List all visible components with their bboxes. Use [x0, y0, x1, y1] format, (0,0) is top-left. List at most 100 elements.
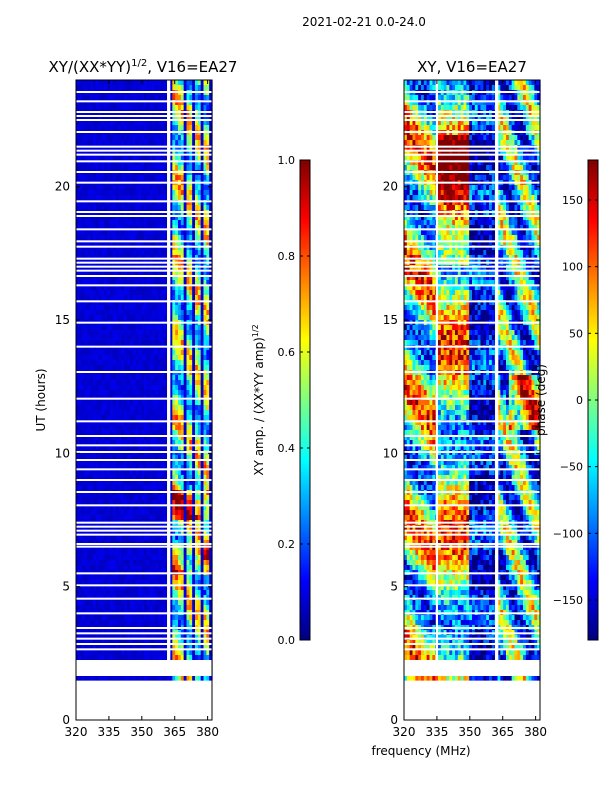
heatmap-cell: [112, 310, 117, 316]
heatmap-cell: [144, 530, 148, 536]
heatmap-cell: [197, 155, 202, 161]
heatmap-cell: [161, 325, 165, 331]
heatmap-cell: [200, 455, 205, 461]
heatmap-cell: [155, 225, 159, 231]
heatmap-cell: [90, 175, 94, 181]
heatmap-cell: [121, 195, 125, 201]
heatmap-cell: [112, 280, 117, 286]
heatmap-cell: [195, 215, 199, 221]
heatmap-cell: [200, 200, 205, 206]
heatmap-cell: [144, 295, 148, 301]
heatmap-cell: [144, 190, 148, 196]
heatmap-cell: [203, 95, 207, 101]
heatmap-cell: [115, 250, 120, 256]
heatmap-cell: [135, 95, 139, 101]
heatmap-cell: [104, 230, 108, 236]
heatmap-cell: [180, 280, 185, 286]
heatmap-cell: [78, 150, 83, 156]
heatmap-cell: [163, 315, 168, 321]
heatmap-cell: [90, 515, 94, 521]
heatmap-cell: [84, 300, 88, 306]
heatmap-cell: [84, 165, 88, 171]
heatmap-cell: [121, 330, 125, 336]
heatmap-cell: [195, 140, 199, 146]
heatmap-cell: [152, 355, 156, 361]
heatmap-cell: [112, 455, 117, 461]
heatmap-cell: [76, 400, 80, 406]
heatmap-cell: [141, 300, 145, 306]
heatmap-cell: [158, 430, 162, 436]
heatmap-cell: [121, 435, 125, 441]
heatmap-cell: [135, 475, 139, 481]
heatmap-cell: [146, 240, 151, 246]
heatmap-cell: [129, 200, 134, 206]
heatmap-cell: [135, 165, 139, 171]
heatmap-cell: [81, 280, 86, 286]
heatmap-cell: [146, 495, 151, 501]
heatmap-cell: [175, 350, 179, 356]
heatmap-cell: [175, 125, 179, 131]
heatmap-cell: [169, 280, 173, 286]
heatmap-cell: [112, 200, 117, 206]
heatmap-cell: [95, 420, 100, 426]
heatmap-cell: [163, 160, 168, 166]
heatmap-cell: [172, 80, 176, 86]
heatmap-cell: [101, 100, 105, 106]
heatmap-cell: [197, 585, 202, 591]
heatmap-cell: [200, 175, 205, 181]
heatmap-cell: [152, 80, 156, 86]
heatmap-cell: [138, 435, 142, 441]
heatmap-cell: [200, 325, 205, 331]
heatmap-cell: [144, 270, 148, 276]
heatmap-cell: [152, 160, 156, 166]
heatmap-cell: [146, 230, 151, 236]
heatmap-cell: [81, 85, 86, 91]
heatmap-cell: [189, 475, 193, 481]
heatmap-cell: [104, 80, 108, 86]
heatmap-cell: [78, 380, 83, 386]
heatmap-cell: [98, 220, 103, 226]
heatmap-cell: [121, 580, 125, 586]
heatmap-cell: [158, 340, 162, 346]
heatmap-cell: [127, 355, 131, 361]
heatmap-cell: [192, 415, 196, 421]
heatmap-cell: [161, 435, 165, 441]
heatmap-cell: [118, 585, 122, 591]
heatmap-cell: [90, 415, 94, 421]
heatmap-cell: [192, 160, 196, 166]
heatmap-cell: [206, 435, 210, 441]
heatmap-cell: [155, 420, 159, 426]
heatmap-cell: [76, 360, 80, 366]
heatmap-cell: [141, 345, 145, 351]
heatmap-cell: [127, 480, 131, 486]
heatmap-cell: [101, 215, 105, 221]
heatmap-cell: [110, 105, 114, 111]
heatmap-cell: [112, 410, 117, 416]
heatmap-cell: [158, 590, 162, 596]
heatmap-cell: [141, 80, 145, 86]
heatmap-cell: [169, 185, 173, 191]
heatmap-cell: [203, 560, 207, 566]
heatmap-cell: [192, 350, 196, 356]
heatmap-cell: [129, 350, 134, 356]
heatmap-cell: [197, 275, 202, 281]
heatmap-cell: [121, 465, 125, 471]
heatmap-cell: [200, 365, 205, 371]
heatmap-cell: [118, 350, 122, 356]
heatmap-cell: [161, 105, 165, 111]
heatmap-cell: [129, 365, 134, 371]
heatmap-cell: [132, 360, 137, 366]
heatmap-cell: [209, 460, 213, 466]
heatmap-cell: [81, 515, 86, 521]
heatmap-cell: [76, 290, 80, 296]
heatmap-cell: [95, 315, 100, 321]
heatmap-cell: [141, 485, 145, 491]
heatmap-cell: [197, 330, 202, 336]
heatmap-cell: [95, 225, 100, 231]
heatmap-cell: [98, 160, 103, 166]
heatmap-cell: [138, 200, 142, 206]
heatmap-cell: [112, 205, 117, 211]
heatmap-cell: [132, 135, 137, 141]
heatmap-cell: [84, 250, 88, 256]
heatmap-cell: [144, 175, 148, 181]
